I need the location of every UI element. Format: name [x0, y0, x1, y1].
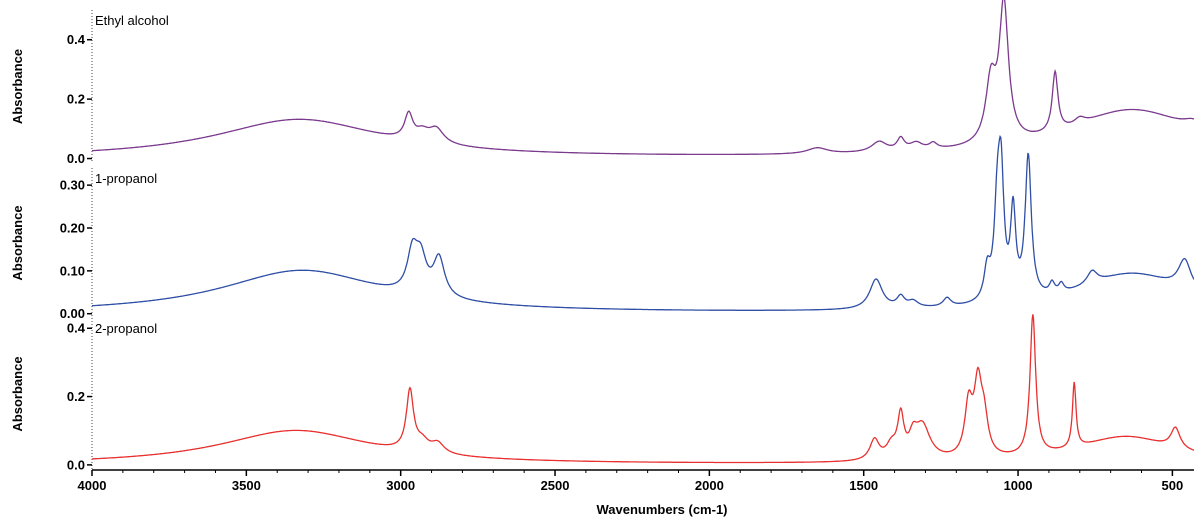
y-tick-label: 0.2 [67, 92, 85, 107]
y-tick-label: 0.30 [60, 178, 85, 193]
x-tick-label: 4000 [78, 478, 107, 493]
y-tick-label: 0.4 [67, 32, 86, 47]
y-axis-title: Absorbance [10, 49, 25, 124]
y-tick-label: 0.10 [60, 263, 85, 278]
panel-title: 1-propanol [95, 171, 157, 186]
x-tick-label: 2000 [695, 478, 724, 493]
spectrum-line [91, 0, 1194, 156]
x-tick-label: 1500 [849, 478, 878, 493]
x-axis-title: Wavenumbers (cm-1) [597, 502, 728, 517]
x-tick-label: 500 [1162, 478, 1184, 493]
y-tick-label: 0.4 [67, 321, 86, 336]
x-tick-label: 3500 [232, 478, 261, 493]
spectrum-panel-3: 0.0 0.2 0.4 Absorbance 2-propanol [10, 314, 1194, 472]
x-tick-label: 2500 [541, 478, 570, 493]
y-tick-label: 0.00 [60, 306, 85, 321]
spectra-panels: 0.0 0.2 0.4 Absorbance Ethyl alcohol 0.00 0.10… [10, 0, 1194, 472]
spectrum-line [92, 134, 1194, 311]
spectrum-panel-1: 0.0 0.2 0.4 Absorbance Ethyl alcohol [10, 0, 1194, 166]
y-tick-label: 0.0 [67, 457, 85, 472]
x-tick-label: 3000 [386, 478, 415, 493]
x-tick-label: 1000 [1004, 478, 1033, 493]
panel-title: 2-propanol [95, 321, 157, 336]
y-tick-label: 0.0 [67, 151, 85, 166]
x-axis: 4000 3500 3000 2500 2000 1500 1000 500 [78, 469, 1194, 493]
y-axis-title: Absorbance [10, 205, 25, 280]
y-tick-label: 0.20 [60, 221, 85, 236]
y-tick-label: 0.2 [67, 389, 85, 404]
spectrum-panel-2: 0.00 0.10 0.20 0.30 Absorbance 1-propanol [10, 134, 1194, 321]
panel-title: Ethyl alcohol [95, 13, 169, 28]
spectrum-line [92, 314, 1194, 464]
y-axis-title: Absorbance [10, 356, 25, 431]
